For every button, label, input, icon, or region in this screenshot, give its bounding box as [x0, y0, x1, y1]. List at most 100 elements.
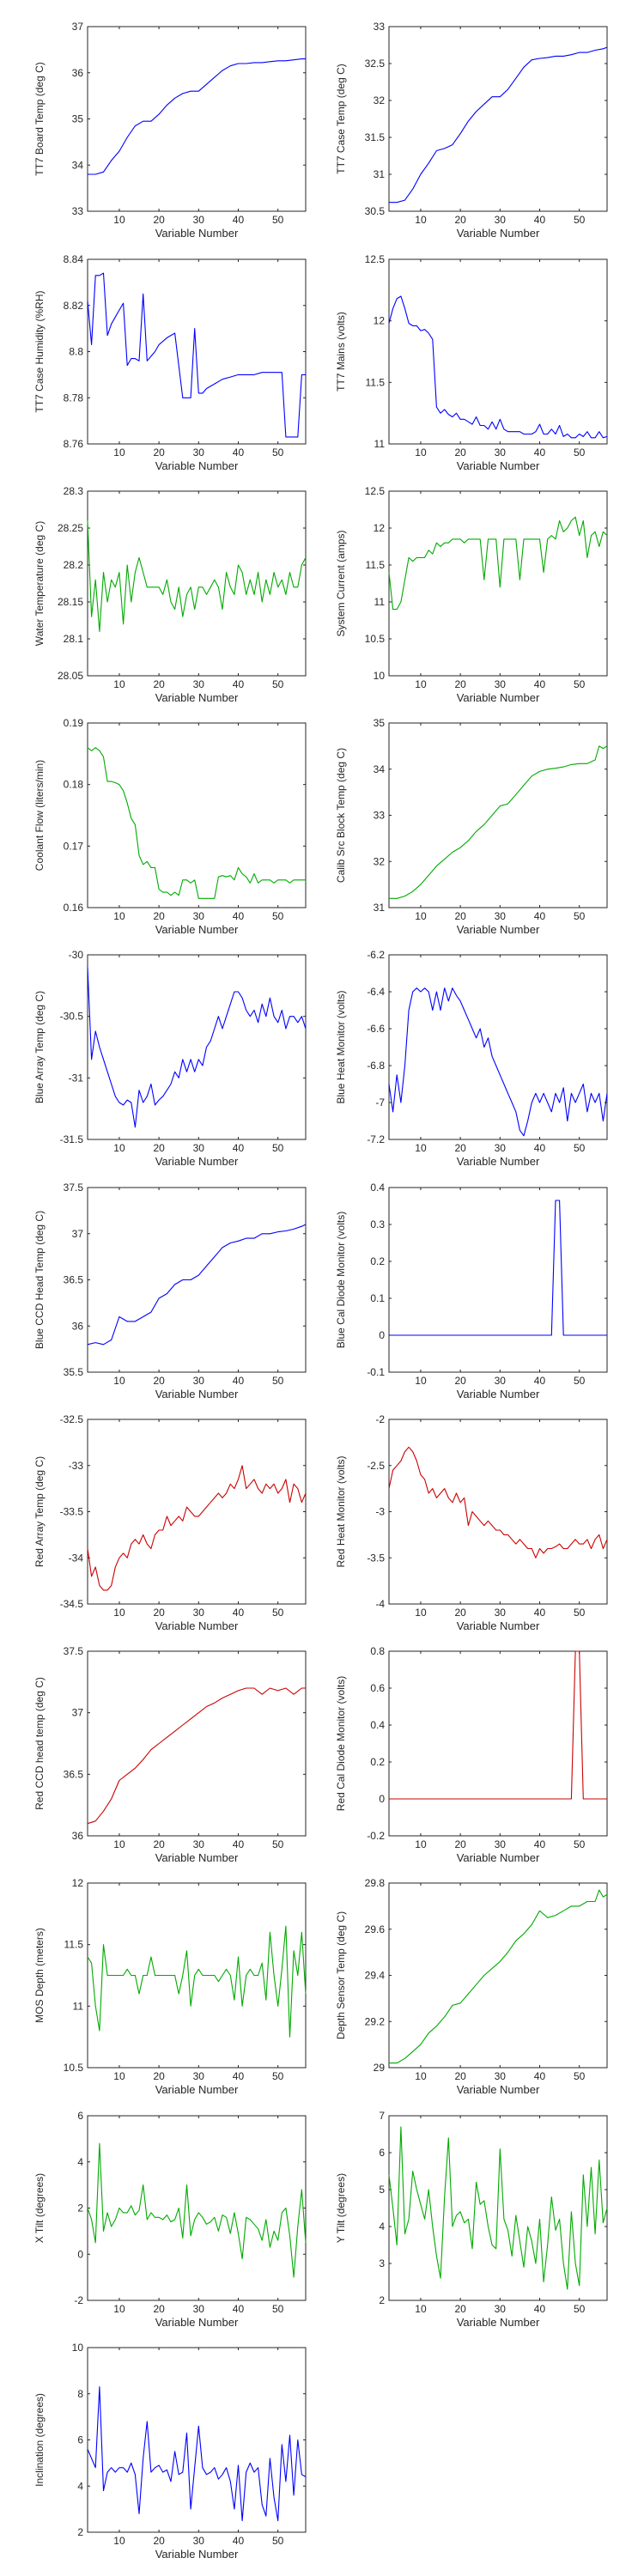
x-tick-label: 30 — [193, 1142, 205, 1154]
x-tick-label: 50 — [272, 1607, 284, 1619]
chart-panel: 10 20 30 40 50 35.5 36 36.5 37 37.5 Variable Numbe… — [33, 1182, 307, 1400]
x-tick-label: 50 — [574, 2070, 586, 2082]
x-tick-label: 20 — [153, 678, 165, 690]
y-tick-label: 10.5 — [365, 633, 386, 645]
x-tick-label: 10 — [113, 2535, 125, 2547]
chart-panel: 10 20 30 40 50 8.76 8.78 8.8 8.82 8.84 Variable Nu… — [33, 253, 307, 472]
y-tick-label: -31 — [69, 1072, 84, 1084]
y-tick-label: 12 — [374, 315, 386, 327]
y-tick-label: 36 — [72, 1320, 84, 1332]
x-tick-label: 40 — [233, 214, 245, 226]
x-tick-label: 40 — [534, 1838, 546, 1850]
y-tick-label: 0 — [379, 1793, 385, 1805]
x-tick-label: 50 — [574, 214, 586, 226]
series-line — [87, 1925, 307, 2038]
x-tick-label: 30 — [193, 1375, 205, 1387]
y-axis-label: TT7 Board Temp (deg C) — [33, 62, 46, 176]
y-tick-label: -30.5 — [60, 1011, 84, 1023]
y-tick-label: -2 — [74, 2294, 83, 2306]
x-tick-label: 30 — [495, 1375, 507, 1387]
x-tick-label: 30 — [193, 1838, 205, 1850]
x-tick-label: 10 — [113, 1142, 125, 1154]
x-tick-label: 10 — [113, 910, 125, 922]
x-axis-label: Variable Number — [155, 1851, 239, 1864]
x-tick-label: 40 — [233, 678, 245, 690]
y-tick-label: 2 — [379, 2294, 385, 2306]
y-tick-label: 10.5 — [64, 2062, 84, 2074]
x-tick-label: 10 — [113, 1375, 125, 1387]
x-axis-label: Variable Number — [457, 923, 540, 936]
y-tick-label: 4 — [379, 2221, 385, 2233]
y-tick-label: 33 — [374, 810, 386, 822]
chart-panel: 10 20 30 40 50 29 29.2 29.4 29.6 29.8 Variable Num… — [335, 1877, 608, 2096]
y-tick-label: 0.2 — [370, 1255, 385, 1267]
x-tick-label: 50 — [272, 1838, 284, 1850]
x-tick-label: 30 — [495, 214, 507, 226]
x-axis-label: Variable Number — [155, 1155, 239, 1168]
y-tick-label: 0.6 — [370, 1682, 385, 1694]
x-axis-label: Variable Number — [155, 2316, 239, 2329]
x-tick-label: 50 — [272, 447, 284, 459]
y-tick-label: 36 — [72, 1830, 84, 1842]
axes-frame — [388, 1882, 608, 2069]
x-tick-label: 50 — [574, 2303, 586, 2315]
y-axis-label: Red Heat Monitor (volts) — [335, 1455, 347, 1567]
x-tick-label: 10 — [113, 447, 125, 459]
y-tick-label: 0.8 — [370, 1645, 385, 1657]
x-tick-label: 20 — [454, 2070, 466, 2082]
x-tick-label: 20 — [153, 2535, 165, 2547]
y-tick-label: -34 — [69, 1552, 84, 1564]
x-tick-label: 40 — [233, 1142, 245, 1154]
y-tick-label: 0.16 — [64, 902, 84, 914]
chart-panel: 10 20 30 40 50 -0.1 0 0.1 0.2 0.3 0.4 Variable Numb… — [335, 1182, 608, 1400]
y-tick-label: 37 — [72, 1228, 84, 1240]
y-tick-label: 28.3 — [64, 485, 84, 497]
y-axis-label: Inclination (degrees) — [33, 2393, 46, 2487]
x-tick-label: 50 — [574, 678, 586, 690]
y-tick-label: 8 — [77, 2388, 83, 2400]
chart-panel: 10 20 30 40 50 -0.2 0 0.2 0.4 0.6 0.8 Variable Numb… — [335, 1645, 608, 1864]
x-tick-label: 30 — [495, 447, 507, 459]
y-tick-label: 32.5 — [365, 58, 386, 70]
x-tick-label: 30 — [193, 2303, 205, 2315]
y-tick-label: -7.2 — [367, 1133, 385, 1145]
y-tick-label: -30 — [69, 949, 84, 961]
y-tick-label: 5 — [379, 2184, 385, 2196]
axes-frame — [87, 2347, 307, 2533]
x-tick-label: 50 — [574, 1375, 586, 1387]
x-axis-label: Variable Number — [457, 691, 540, 704]
x-tick-label: 20 — [153, 2070, 165, 2082]
y-tick-label: -0.1 — [367, 1366, 385, 1378]
y-axis-label: Y Tilt (degrees) — [335, 2173, 347, 2243]
x-tick-label: 10 — [415, 1142, 427, 1154]
x-tick-label: 50 — [272, 1142, 284, 1154]
y-tick-label: 33 — [72, 205, 84, 217]
y-tick-label: 8.84 — [64, 253, 84, 265]
x-tick-label: 10 — [415, 214, 427, 226]
chart-panel: 10 20 30 40 50 28.05 28.1 28.15 28.2 28.25 28.3 Var… — [33, 485, 307, 704]
y-tick-label: 12 — [72, 1877, 84, 1889]
series-line — [388, 2126, 608, 2290]
axes-frame — [388, 722, 608, 908]
x-axis-label: Variable Number — [155, 227, 239, 240]
y-axis-label: Blue Array Temp (deg C) — [33, 991, 46, 1103]
chart-panel: 10 20 30 40 50 -31.5 -31 -30.5 -30 Variable Numbe… — [33, 949, 307, 1168]
x-tick-label: 50 — [272, 910, 284, 922]
x-tick-label: 20 — [153, 447, 165, 459]
y-tick-label: 10 — [374, 670, 386, 682]
y-tick-label: -33.5 — [60, 1506, 84, 1518]
y-tick-label: 37.5 — [64, 1182, 84, 1194]
x-tick-label: 20 — [153, 1375, 165, 1387]
y-tick-label: -6.2 — [367, 949, 385, 961]
x-tick-label: 20 — [454, 1607, 466, 1619]
chart-panel: 10 20 30 40 50 10.5 11 11.5 12 Variable Number MOS… — [33, 1877, 307, 2096]
x-tick-label: 10 — [415, 2070, 427, 2082]
y-tick-label: 11 — [374, 438, 386, 450]
chart-panel: 10 20 30 40 50 30.5 31 31.5 32 32.5 33 Variable Num… — [335, 21, 608, 240]
x-tick-label: 10 — [415, 678, 427, 690]
x-tick-label: 50 — [574, 1607, 586, 1619]
x-axis-label: Variable Number — [457, 2316, 540, 2329]
axes-frame — [388, 1187, 608, 1373]
x-tick-label: 40 — [233, 2535, 245, 2547]
y-tick-label: 8.78 — [64, 392, 84, 404]
